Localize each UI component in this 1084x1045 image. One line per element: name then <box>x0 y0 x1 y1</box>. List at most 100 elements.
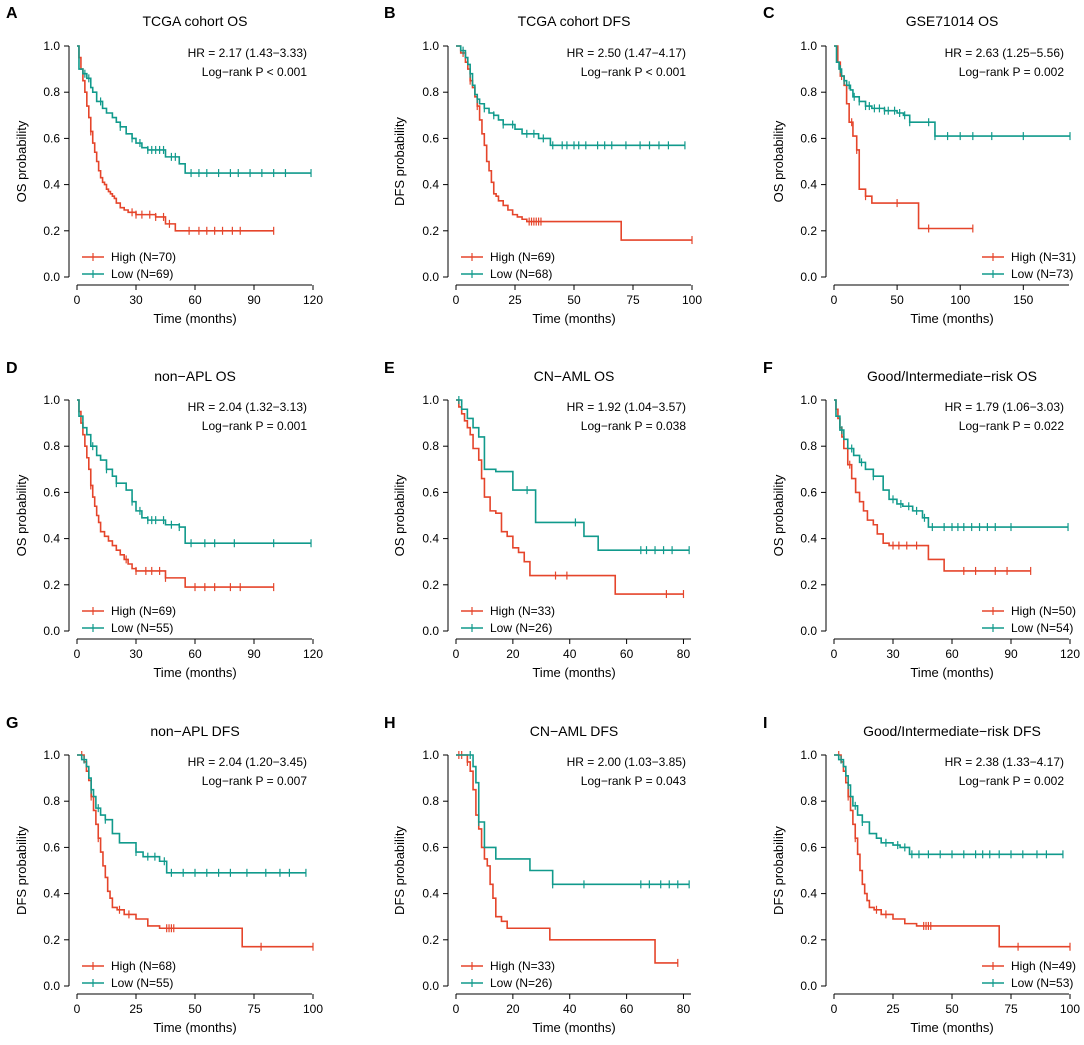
y-tick-label: 0.2 <box>422 578 439 592</box>
y-axis-label: DFS probability <box>771 826 786 915</box>
x-tick-label: 0 <box>831 293 838 307</box>
hazard-ratio: HR = 2.04 (1.20−3.45) <box>188 755 307 769</box>
x-tick-label: 60 <box>620 647 634 661</box>
panel-title: Good/Intermediate−risk DFS <box>863 723 1041 739</box>
x-tick-label: 40 <box>563 1002 577 1016</box>
x-tick-label: 80 <box>677 647 691 661</box>
km-panel-h: H CN−AML DFS HR = 2.00 (1.03−3.85) Log−rank… <box>384 715 691 1035</box>
y-tick-label: 1.0 <box>800 39 817 53</box>
legend-label-low: Low (N=53) <box>1011 976 1073 990</box>
x-tick-label: 25 <box>886 1002 900 1016</box>
y-tick-label: 0.4 <box>800 887 817 901</box>
y-tick-label: 1.0 <box>43 393 60 407</box>
panel-letter: C <box>763 5 775 22</box>
y-axis-label: DFS probability <box>14 826 29 915</box>
y-tick-label: 0.2 <box>43 224 60 238</box>
x-tick-label: 60 <box>188 293 202 307</box>
y-tick-label: 0.0 <box>43 979 60 993</box>
y-tick-label: 0.6 <box>800 840 817 854</box>
y-tick-label: 0.2 <box>43 578 60 592</box>
hazard-ratio: HR = 2.50 (1.47−4.17) <box>567 46 686 60</box>
x-axis-label: Time (months) <box>532 311 615 326</box>
panel-title: non−APL DFS <box>150 723 239 739</box>
x-tick-label: 0 <box>831 1002 838 1016</box>
x-tick-label: 90 <box>1004 647 1018 661</box>
x-tick-label: 150 <box>1013 293 1033 307</box>
km-panel-e: E CN−AML OS HR = 1.92 (1.04−3.57) Log−rank … <box>384 360 691 680</box>
x-tick-label: 120 <box>303 647 323 661</box>
x-tick-label: 0 <box>74 647 81 661</box>
y-tick-label: 1.0 <box>422 393 439 407</box>
y-tick-label: 0.8 <box>43 794 60 808</box>
y-axis-label: DFS probability <box>392 826 407 915</box>
hazard-ratio: HR = 2.63 (1.25−5.56) <box>945 46 1064 60</box>
panel-title: TCGA cohort DFS <box>518 13 631 29</box>
x-tick-label: 0 <box>74 293 81 307</box>
panel-letter: A <box>6 5 18 22</box>
x-axis-label: Time (months) <box>153 665 236 680</box>
y-tick-label: 0.6 <box>422 131 439 145</box>
y-tick-label: 1.0 <box>422 39 439 53</box>
legend-label-high: High (N=69) <box>111 604 176 618</box>
x-tick-label: 60 <box>620 1002 634 1016</box>
y-axis-label: OS probability <box>771 474 786 556</box>
legend-label-high: High (N=68) <box>111 959 176 973</box>
km-panel-f: F Good/Intermediate−risk OS HR = 1.79 (1.0… <box>763 360 1080 680</box>
legend-label-low: Low (N=69) <box>111 267 173 281</box>
km-curve-high <box>77 399 274 588</box>
hazard-ratio: HR = 2.04 (1.32−3.13) <box>188 400 307 414</box>
x-tick-label: 50 <box>567 293 581 307</box>
x-tick-label: 100 <box>303 1002 323 1016</box>
x-tick-label: 75 <box>626 293 640 307</box>
logrank-p: Log−rank P = 0.002 <box>959 65 1065 79</box>
x-tick-label: 80 <box>677 1002 691 1016</box>
y-axis-label: OS probability <box>771 120 786 202</box>
x-tick-label: 50 <box>945 1002 959 1016</box>
legend-label-high: High (N=69) <box>490 250 555 264</box>
panel-title: CN−AML OS <box>534 368 615 384</box>
y-tick-label: 0.8 <box>800 439 817 453</box>
x-tick-label: 100 <box>1060 1002 1080 1016</box>
y-axis-label: OS probability <box>14 474 29 556</box>
km-curve-high <box>834 45 973 230</box>
km-curve-low <box>456 45 685 147</box>
x-tick-label: 30 <box>129 293 143 307</box>
y-tick-label: 0.4 <box>800 178 817 192</box>
x-tick-label: 30 <box>129 647 143 661</box>
legend-label-low: Low (N=68) <box>490 267 552 281</box>
y-tick-label: 0.0 <box>422 979 439 993</box>
panel-title: GSE71014 OS <box>906 13 999 29</box>
km-panel-c: C GSE71014 OS HR = 2.63 (1.25−5.56) Log−ran… <box>763 5 1076 326</box>
y-tick-label: 0.2 <box>43 933 60 947</box>
km-curve-low <box>834 754 1063 856</box>
km-curve-high <box>834 754 1070 948</box>
logrank-p: Log−rank P = 0.007 <box>202 774 308 788</box>
y-tick-label: 0.6 <box>43 485 60 499</box>
y-tick-label: 0.4 <box>43 178 60 192</box>
y-tick-label: 0.4 <box>43 532 60 546</box>
x-tick-label: 0 <box>453 647 460 661</box>
y-tick-label: 0.4 <box>422 532 439 546</box>
y-tick-label: 0.4 <box>422 887 439 901</box>
legend-label-high: High (N=50) <box>1011 604 1076 618</box>
y-tick-label: 1.0 <box>800 748 817 762</box>
y-tick-label: 0.8 <box>422 794 439 808</box>
legend-label-low: Low (N=26) <box>490 621 552 635</box>
hazard-ratio: HR = 1.92 (1.04−3.57) <box>567 400 686 414</box>
km-panel-i: I Good/Intermediate−risk DFS HR = 2.38 (1.… <box>763 715 1080 1035</box>
km-panel-b: B TCGA cohort DFS HR = 2.50 (1.47−4.17) Log… <box>384 5 702 326</box>
x-tick-label: 0 <box>453 293 460 307</box>
y-tick-label: 0.0 <box>800 270 817 284</box>
y-tick-label: 1.0 <box>422 748 439 762</box>
y-tick-label: 0.8 <box>422 439 439 453</box>
x-tick-label: 120 <box>303 293 323 307</box>
y-tick-label: 0.0 <box>422 624 439 638</box>
panel-letter: H <box>384 715 396 732</box>
x-tick-label: 120 <box>1060 647 1080 661</box>
panel-letter: F <box>763 360 773 377</box>
y-tick-label: 0.6 <box>800 485 817 499</box>
panel-title: TCGA cohort OS <box>142 13 247 29</box>
logrank-p: Log−rank P < 0.001 <box>581 65 687 79</box>
